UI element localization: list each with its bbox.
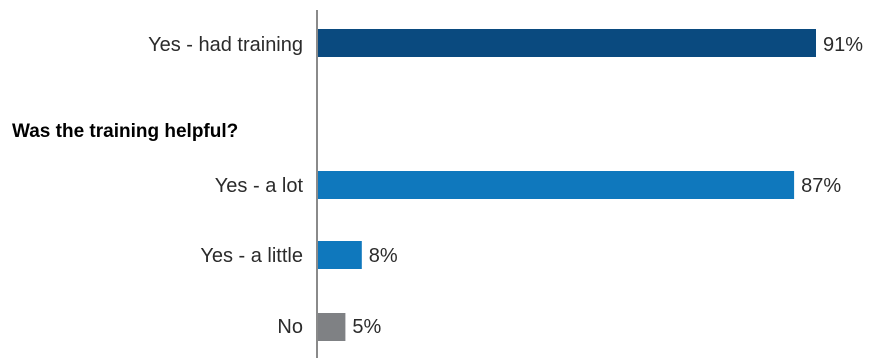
category-label: Yes - a little [200, 245, 303, 267]
category-label: No [277, 316, 303, 338]
value-label: 5% [352, 316, 381, 338]
bar [318, 313, 346, 341]
value-label: 91% [823, 34, 863, 56]
bar [318, 171, 795, 199]
value-label: 87% [801, 175, 841, 197]
bar [318, 241, 362, 269]
category-label: Yes - a lot [215, 175, 304, 197]
bar [318, 29, 816, 57]
section-title: Was the training helpful? [12, 121, 238, 142]
value-label: 8% [369, 245, 398, 267]
category-label: Yes - had training [148, 34, 303, 56]
